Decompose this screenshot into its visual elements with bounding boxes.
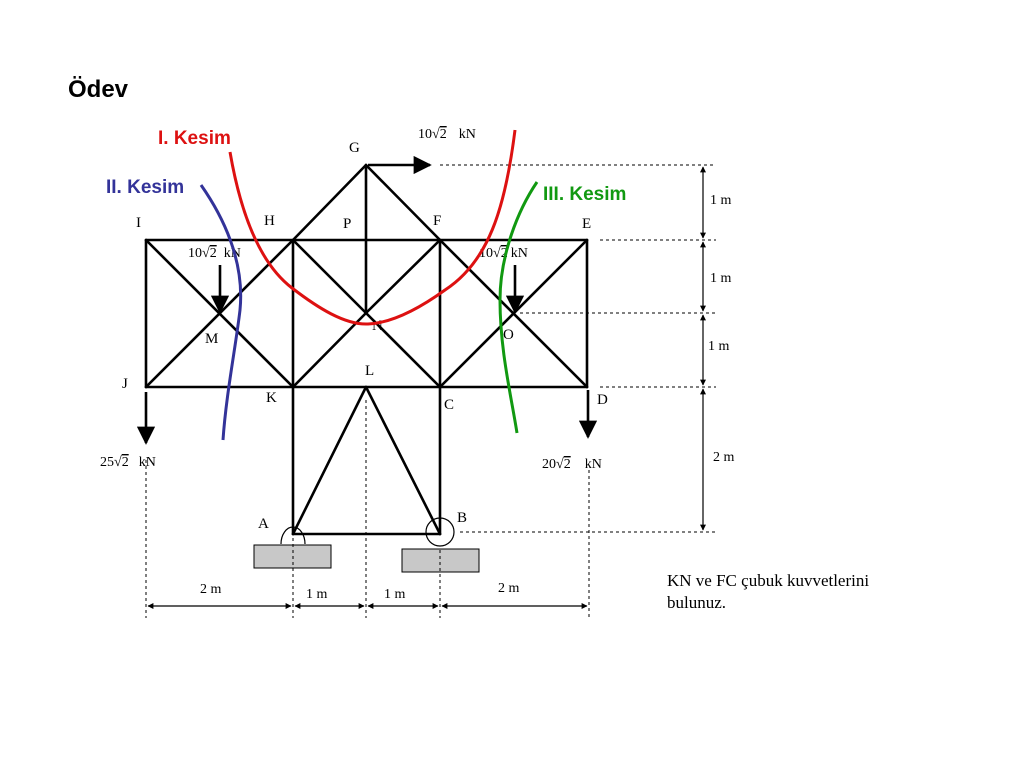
support-B (401, 517, 480, 573)
cut-label-3: III. Kesim (543, 184, 626, 205)
member-NK (291, 311, 368, 389)
node-label-J: J (122, 376, 128, 392)
node-label-K: K (266, 390, 277, 406)
load-arrows (136, 155, 598, 445)
node-label-I: I (136, 215, 141, 231)
dim-label-h4: 2 m (498, 581, 520, 596)
task-line-1: KN ve FC çubuk kuvvetlerini (667, 571, 870, 590)
load-label-G: 10√2 kN (418, 127, 476, 142)
dim-label-v3: 1 m (708, 339, 730, 354)
dimension-arrows (147, 166, 706, 609)
cut-curve-2 (199, 184, 243, 441)
task-text: KN ve FC çubuk kuvvetlerini bulunuz. (667, 570, 927, 614)
member-FN (364, 238, 442, 315)
node-label-N: N (372, 318, 383, 334)
node-label-A: A (258, 516, 269, 532)
node-label-M: M (205, 331, 218, 347)
node-label-O: O (503, 327, 514, 343)
svg-text:10√2kN: 10√2 kN (479, 246, 528, 261)
page-title: Ödev (68, 76, 129, 103)
cut-curve-3 (498, 181, 539, 434)
node-label-C: C (444, 397, 454, 413)
node-label-H: H (264, 213, 275, 229)
dim-label-h1: 2 m (200, 582, 222, 597)
node-label-F: F (433, 213, 441, 229)
member-NC (364, 311, 442, 389)
dim-label-h3: 1 m (384, 587, 406, 602)
cut-label-2: II. Kesim (106, 177, 184, 198)
node-label-D: D (597, 392, 608, 408)
guide-lines (145, 164, 716, 618)
member-HN (291, 238, 368, 315)
svg-text:20√2kN: 20√2 kN (542, 457, 602, 472)
node-label-B: B (457, 510, 467, 526)
dim-label-v2: 1 m (710, 271, 732, 286)
node-label-G: G (349, 140, 360, 156)
member-GF (364, 163, 442, 242)
load-label-J: 25√2 kN (100, 455, 156, 470)
node-label-L: L (365, 363, 374, 379)
member-LA (291, 385, 368, 536)
member-HG (291, 163, 368, 242)
load-label-D: 20√2 kN (542, 457, 602, 472)
svg-text:10√2kN: 10√2 kN (418, 127, 476, 142)
dim-label-v1: 1 m (710, 193, 732, 208)
dim-label-v4: 2 m (713, 450, 735, 465)
node-label-E: E (582, 216, 591, 232)
svg-text:25√2kN: 25√2 kN (100, 455, 156, 470)
cut-label-1: I. Kesim (158, 128, 231, 149)
load-label-O: 10√2 kN (479, 246, 528, 261)
cut-curve-1 (228, 129, 517, 326)
task-line-2: bulunuz. (667, 593, 727, 612)
dim-label-h2: 1 m (306, 587, 328, 602)
member-LB (364, 385, 442, 536)
node-label-P: P (343, 216, 351, 232)
